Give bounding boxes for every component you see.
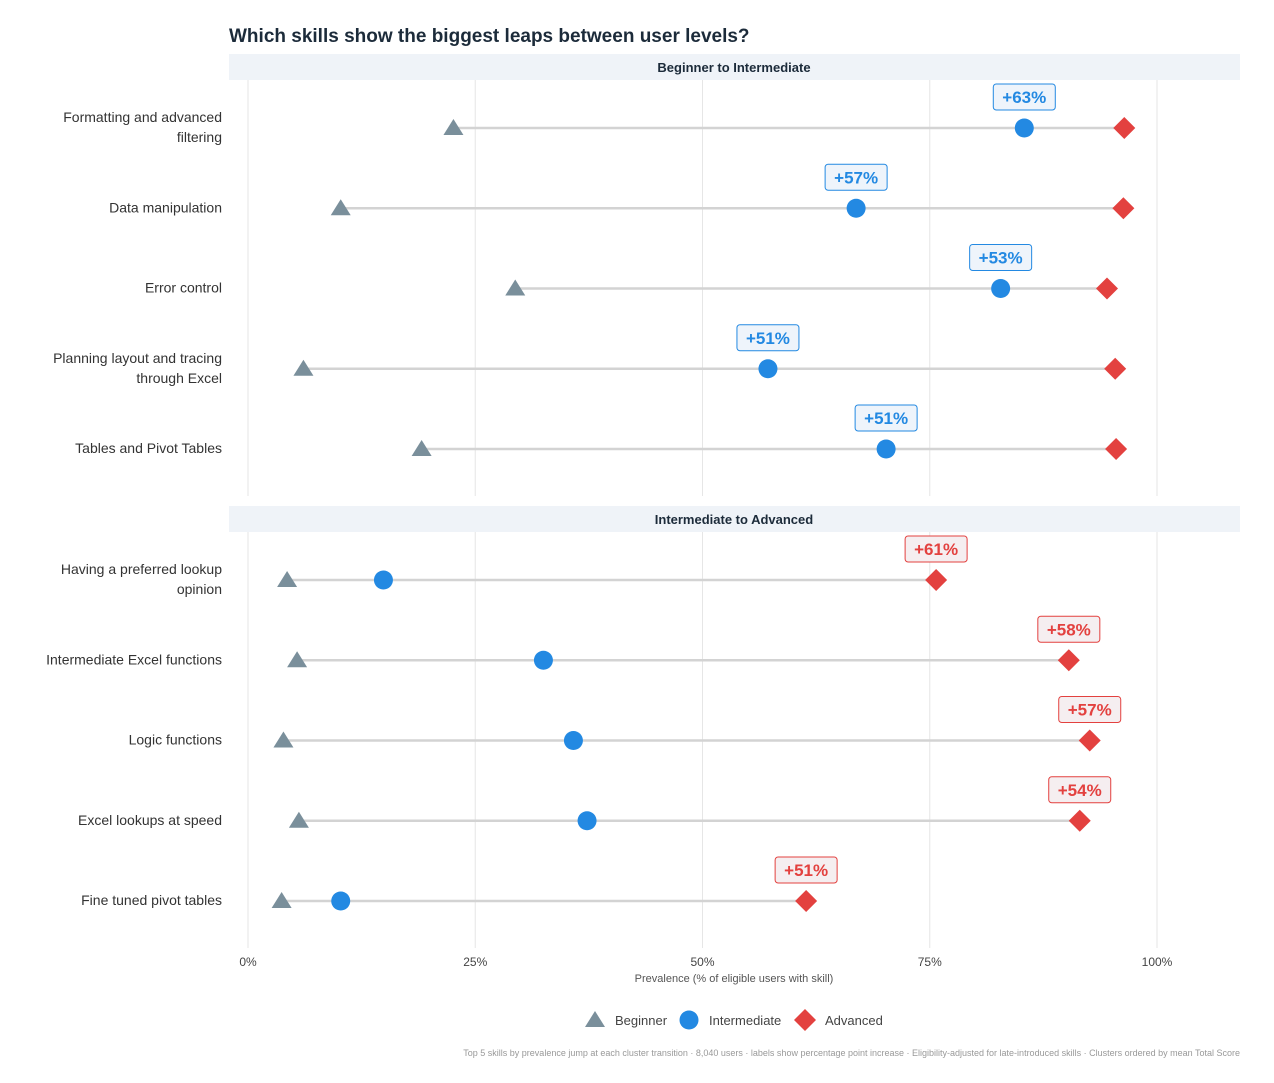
increase-label: +58%: [1037, 615, 1101, 643]
svg-text:+63%: +63%: [1002, 88, 1046, 107]
skill-label: Tables and Pivot Tables: [75, 440, 222, 456]
intermediate-marker: [563, 731, 583, 750]
increase-label: +51%: [854, 404, 918, 432]
skill-row: Excel lookups at speed +54%: [78, 776, 1112, 832]
skill-row: Planning layout and tracing through Excel…: [53, 324, 1127, 386]
intermediate-marker: [373, 570, 393, 590]
svg-text:+51%: +51%: [784, 861, 828, 880]
advanced-marker: [1113, 117, 1136, 139]
legend: Beginner Intermediate Advanced: [585, 1009, 883, 1031]
advanced-marker: [1104, 357, 1127, 380]
intermediate-marker: [758, 359, 778, 379]
x-tick-label: 75%: [918, 955, 942, 969]
legend-label: Intermediate: [709, 1013, 781, 1028]
skill-label: Error control: [145, 280, 222, 296]
beginner-legend-icon: [585, 1011, 605, 1027]
beginner-marker: [271, 892, 292, 908]
svg-text:+61%: +61%: [914, 540, 958, 559]
intermediate-marker: [533, 650, 553, 670]
intermediate-marker: [331, 891, 351, 911]
panel-title: Beginner to Intermediate: [657, 60, 810, 75]
panel-strip: [229, 54, 1240, 80]
panel-strip: [229, 506, 1240, 532]
skill-label: Having a preferred lookup opinion: [61, 561, 222, 597]
caption: Top 5 skills by prevalence jump at each …: [463, 1048, 1240, 1058]
skill-row: Tables and Pivot Tables +51%: [75, 404, 1128, 460]
chart-title: Which skills show the biggest leaps betw…: [229, 26, 750, 47]
beginner-marker: [288, 811, 309, 828]
intermediate-marker: [846, 198, 866, 218]
intermediate-marker: [991, 279, 1011, 298]
skill-label: Data manipulation: [109, 199, 222, 215]
advanced-marker: [1068, 809, 1091, 832]
legend-item-intermediate: Intermediate: [679, 1010, 781, 1030]
intermediate-marker: [876, 439, 896, 459]
beginner-marker: [505, 279, 526, 296]
beginner-marker: [330, 199, 351, 216]
beginner-marker: [293, 359, 314, 376]
advanced-marker: [795, 890, 818, 912]
skill-label: Planning layout and tracing through Excel: [53, 350, 222, 386]
svg-text:+54%: +54%: [1058, 781, 1102, 800]
svg-text:+57%: +57%: [1068, 701, 1112, 720]
skill-row: Logic functions +57%: [129, 696, 1122, 752]
skill-label: Formatting and advanced filtering: [63, 109, 222, 145]
beginner-marker: [411, 440, 432, 456]
x-tick-label: 50%: [690, 955, 714, 969]
intermediate-marker: [1014, 118, 1034, 138]
increase-label: +54%: [1048, 776, 1112, 804]
intermediate-legend-icon: [679, 1010, 699, 1030]
advanced-legend-icon: [794, 1009, 816, 1031]
increase-label: +51%: [774, 856, 838, 884]
skill-row: Fine tuned pivot tables +51%: [81, 856, 838, 912]
panel-1: Beginner to Intermediate Formatting and a…: [53, 54, 1240, 496]
advanced-marker: [1112, 197, 1135, 220]
increase-label: +63%: [992, 83, 1056, 111]
skill-label: Intermediate Excel functions: [46, 651, 222, 667]
increase-label: +51%: [736, 324, 800, 352]
svg-text:+51%: +51%: [864, 409, 908, 428]
beginner-marker: [443, 119, 464, 135]
increase-label: +57%: [1058, 696, 1122, 723]
increase-label: +57%: [824, 163, 888, 191]
svg-text:+51%: +51%: [746, 329, 790, 348]
x-tick-label: 100%: [1142, 955, 1173, 969]
skill-label: Excel lookups at speed: [78, 812, 222, 828]
skill-row: Data manipulation +57%: [109, 163, 1135, 220]
beginner-marker: [273, 731, 294, 748]
legend-label: Beginner: [615, 1013, 668, 1028]
advanced-marker: [1078, 729, 1101, 752]
advanced-marker: [925, 569, 948, 591]
increase-label: +53%: [969, 244, 1033, 271]
intermediate-marker: [577, 811, 597, 831]
svg-text:+53%: +53%: [979, 249, 1023, 268]
advanced-marker: [1057, 649, 1080, 672]
x-axis-label: Prevalence (% of eligible users with ski…: [635, 973, 834, 985]
panel-2: Intermediate to Advanced Having a preferr…: [46, 506, 1240, 948]
skill-row: Intermediate Excel functions +58%: [46, 615, 1101, 672]
x-tick-label: 0%: [239, 955, 257, 969]
beginner-marker: [277, 571, 298, 587]
legend-label: Advanced: [825, 1013, 883, 1028]
panel-title: Intermediate to Advanced: [655, 512, 814, 527]
increase-label: +61%: [904, 535, 968, 563]
svg-text:+58%: +58%: [1047, 620, 1091, 639]
x-tick-label: 25%: [463, 955, 487, 969]
skill-row: Formatting and advanced filtering +63%: [63, 83, 1136, 145]
skill-label: Fine tuned pivot tables: [81, 892, 222, 908]
skill-row: Having a preferred lookup opinion +61%: [61, 535, 968, 597]
svg-text:+57%: +57%: [834, 168, 878, 187]
beginner-marker: [287, 651, 308, 668]
advanced-marker: [1105, 438, 1128, 460]
legend-item-beginner: Beginner: [585, 1011, 668, 1028]
skill-row: Error control +53%: [145, 244, 1119, 300]
advanced-marker: [1096, 277, 1119, 300]
skill-label: Logic functions: [129, 732, 222, 748]
legend-item-advanced: Advanced: [794, 1009, 883, 1031]
